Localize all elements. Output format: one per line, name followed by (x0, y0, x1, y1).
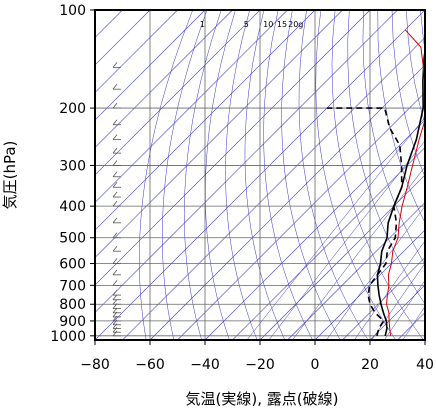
dry-adiabat-line (244, 10, 286, 340)
x-tick-label: −80 (80, 357, 110, 373)
dry-adiabat-line (139, 10, 193, 340)
mixing-ratio-line (402, 306, 425, 340)
isotherm-line (95, 10, 316, 231)
wind-barb (112, 232, 118, 238)
wind-barb (112, 326, 118, 333)
wind-barb (112, 62, 118, 68)
dry-adiabat-line (362, 10, 425, 265)
wind-barb (112, 171, 118, 178)
isotherm-line (122, 37, 425, 340)
reference-series-line (386, 29, 425, 336)
wind-barb-layer (112, 62, 121, 337)
mixing-ratio-label: 5 (244, 20, 249, 29)
mixing-ratio-label: 1 (200, 20, 205, 29)
wind-barb (112, 217, 118, 224)
mixing-ratio-line (371, 262, 425, 340)
wind-barb (112, 182, 118, 188)
y-axis-title: 気圧(hPa) (1, 141, 19, 210)
mixing-ratio-label: 20g (288, 20, 303, 29)
mixing-ratio-label: 15 (277, 20, 287, 29)
dry-adiabat-line (347, 10, 425, 305)
x-tick-label: 40 (416, 357, 434, 373)
y-tick-label: 800 (59, 297, 86, 313)
grid-layer (95, 10, 425, 340)
mixing-ratio-line (326, 205, 425, 340)
dry-adiabat-line (162, 10, 208, 340)
isotherm-line (424, 339, 425, 340)
x-tick-label: −60 (135, 357, 165, 373)
isotherm-line (95, 10, 178, 93)
y-tick-label: 900 (59, 314, 86, 330)
dry-adiabat-line (281, 10, 341, 340)
wind-barb (112, 294, 118, 300)
isotherm-line (95, 10, 261, 176)
wind-barb (112, 200, 118, 207)
dry-adiabat-line (205, 10, 236, 340)
y-tick-label: 1000 (50, 329, 86, 345)
mixing-ratio-line (354, 240, 425, 340)
mixing-ratio-line (246, 116, 425, 340)
wind-barb (112, 191, 118, 198)
wind-barb (112, 102, 118, 109)
dry-adiabat-line (331, 10, 424, 340)
y-tick-label: 600 (59, 257, 86, 273)
wind-barb (112, 280, 118, 286)
x-tick-label: 0 (311, 357, 320, 373)
isotherm-line (95, 10, 288, 203)
dry-adiabat-line (263, 10, 313, 340)
y-tick-label: 400 (59, 199, 86, 215)
y-tick-label: 700 (59, 278, 86, 294)
wind-barb (112, 147, 118, 154)
y-tick-label: 200 (59, 101, 86, 117)
dry-adiabat-line (391, 10, 425, 178)
wind-barb (112, 119, 118, 125)
wind-barb (112, 289, 118, 296)
dry-adiabat-line (298, 10, 369, 340)
wind-barb (112, 269, 118, 276)
y-tick-label: 100 (59, 3, 86, 19)
wind-barb (112, 245, 118, 252)
x-tick-label: −20 (245, 357, 275, 373)
mixing-ratio-line (384, 279, 425, 340)
wind-barb (112, 330, 118, 337)
x-tick-label: 20 (361, 357, 379, 373)
x-tick-label: −40 (190, 357, 220, 373)
wind-barb (112, 258, 118, 264)
isotherm-line (95, 10, 343, 258)
wind-barb (112, 160, 118, 166)
y-tick-label: 300 (59, 158, 86, 174)
mixing-ratio-line (292, 166, 425, 340)
isotherm-line (95, 10, 233, 148)
isotherm-line (95, 10, 206, 121)
x-axis-title: 気温(実線), 露点(破線) (186, 390, 339, 408)
dry-adiabat-line (225, 10, 258, 340)
dry-adiabat-line (377, 10, 425, 224)
dry-adiabat-line (315, 10, 397, 340)
mixing-ratio-label: 10 (263, 20, 273, 29)
wind-barb (112, 83, 118, 90)
wind-barb (112, 134, 118, 140)
y-tick-label: 500 (59, 231, 86, 247)
dry-adiabat-line (184, 10, 222, 340)
